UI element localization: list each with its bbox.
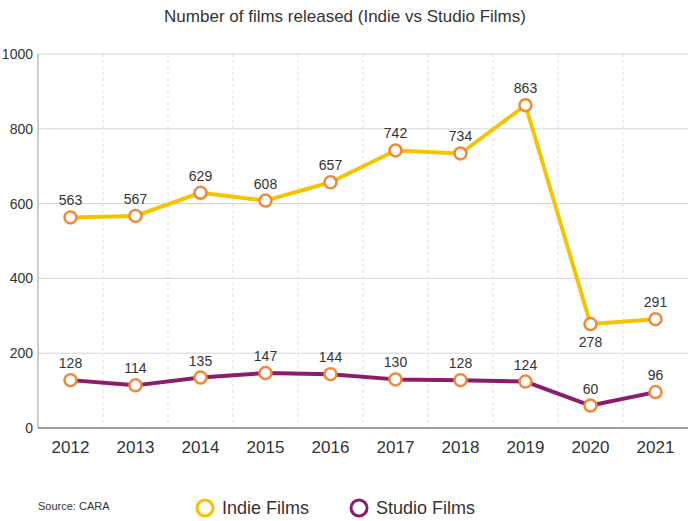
x-tick-label: 2017 bbox=[377, 438, 415, 457]
data-label: 135 bbox=[189, 353, 213, 369]
series-line bbox=[71, 105, 656, 324]
point bbox=[390, 144, 402, 156]
y-tick-label: 600 bbox=[10, 196, 34, 212]
y-tick-label: 200 bbox=[10, 345, 34, 361]
data-label: 291 bbox=[644, 294, 668, 310]
series-line bbox=[71, 373, 656, 406]
grid bbox=[38, 54, 688, 428]
data-label: 128 bbox=[449, 355, 473, 371]
data-labels: 563 567 629 608 657 742 734 863 278 291 128 114 135 1… bbox=[59, 80, 668, 396]
data-label: 863 bbox=[514, 80, 538, 96]
legend-marker bbox=[351, 500, 367, 516]
source: Source: CARA bbox=[38, 500, 110, 512]
point bbox=[260, 195, 272, 207]
data-label: 563 bbox=[59, 192, 83, 208]
category-divider bbox=[558, 54, 559, 428]
data-label: 114 bbox=[124, 360, 147, 376]
x-tick-label: 2016 bbox=[312, 438, 350, 457]
category-divider bbox=[493, 54, 494, 428]
point bbox=[585, 318, 597, 330]
point bbox=[325, 176, 337, 188]
data-label: 144 bbox=[319, 349, 343, 365]
point bbox=[65, 374, 77, 386]
point bbox=[520, 99, 532, 111]
point bbox=[650, 313, 662, 325]
point bbox=[455, 147, 467, 159]
chart: Number of films released (Indie vs Studi… bbox=[0, 0, 690, 521]
y-tick-label: 800 bbox=[10, 121, 34, 137]
point bbox=[130, 379, 142, 391]
data-label: 657 bbox=[319, 157, 343, 173]
category-divider bbox=[428, 54, 429, 428]
point bbox=[260, 367, 272, 379]
x-tick-label: 2020 bbox=[572, 438, 610, 457]
legend-label: Studio Films bbox=[376, 498, 475, 518]
y-tick-label: 400 bbox=[10, 270, 34, 286]
y-tick-label: 1000 bbox=[2, 46, 33, 62]
title: Number of films released (Indie vs Studi… bbox=[164, 7, 526, 26]
data-label: 128 bbox=[59, 355, 83, 371]
data-label: 608 bbox=[254, 176, 278, 192]
legend-marker bbox=[197, 500, 213, 516]
category-divider bbox=[363, 54, 364, 428]
point bbox=[520, 376, 532, 388]
data-label: 567 bbox=[124, 191, 148, 207]
point bbox=[455, 374, 467, 386]
data-label: 734 bbox=[449, 128, 473, 144]
point bbox=[65, 211, 77, 223]
category-divider bbox=[233, 54, 234, 428]
data-label: 96 bbox=[648, 367, 664, 383]
y-tick-label: 0 bbox=[25, 420, 33, 436]
x-axis-line bbox=[38, 427, 688, 428]
data-label: 629 bbox=[189, 168, 213, 184]
data-label: 124 bbox=[514, 357, 538, 373]
marks bbox=[65, 99, 662, 411]
point bbox=[195, 372, 207, 384]
x-tick-label: 2014 bbox=[182, 438, 220, 457]
x-tick-label: 2015 bbox=[247, 438, 285, 457]
point bbox=[325, 368, 337, 380]
grid-line bbox=[38, 353, 688, 354]
point bbox=[585, 400, 597, 412]
category-divider bbox=[103, 54, 104, 428]
data-label: 278 bbox=[579, 334, 603, 350]
point bbox=[195, 187, 207, 199]
point bbox=[390, 373, 402, 385]
point bbox=[130, 210, 142, 222]
x-tick-label: 2019 bbox=[507, 438, 545, 457]
x-tick-label: 2018 bbox=[442, 438, 480, 457]
grid-line bbox=[38, 428, 688, 429]
category-divider bbox=[168, 54, 169, 428]
legend-label: Indie Films bbox=[222, 498, 309, 518]
data-label: 147 bbox=[254, 348, 278, 364]
category-divider bbox=[623, 54, 624, 428]
legend: Indie Films Studio Films bbox=[197, 498, 475, 518]
x-tick-label: 2012 bbox=[52, 438, 90, 457]
data-label: 742 bbox=[384, 125, 408, 141]
y-axis-line bbox=[38, 54, 39, 428]
data-label: 60 bbox=[583, 381, 599, 397]
x-tick-label: 2013 bbox=[117, 438, 155, 457]
point bbox=[650, 386, 662, 398]
x-tick-label: 2021 bbox=[637, 438, 675, 457]
data-label: 130 bbox=[384, 354, 408, 370]
